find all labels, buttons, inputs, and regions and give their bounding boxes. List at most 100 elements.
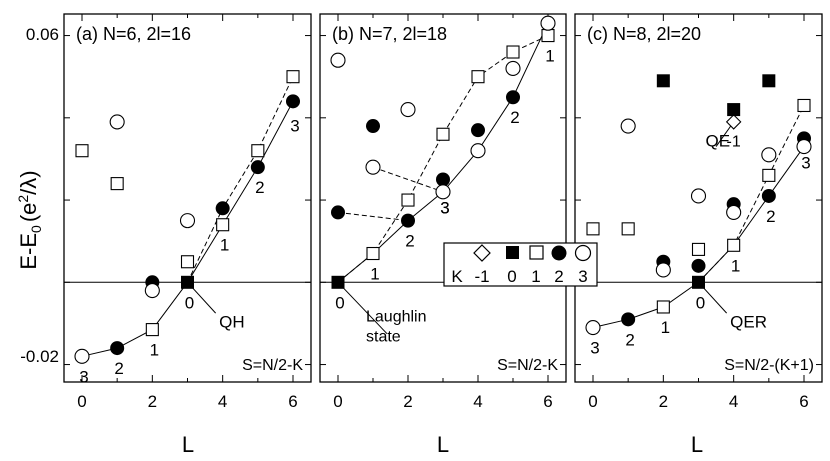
point-filled-circle (401, 213, 415, 228)
curve-label: 3 (801, 153, 810, 172)
point-filled-circle (286, 94, 300, 109)
curve-label: 1 (545, 47, 554, 66)
curve-label: 1 (661, 318, 670, 337)
point-filled-square (727, 103, 741, 117)
point-open-square (727, 238, 741, 252)
panel-c: 0 2 4 6 (c) N=8, 2l=20 S=N/2-(K+1) 3 2 1 0 1 2 3 QER Q… (574, 13, 823, 411)
point-open-square (180, 255, 195, 269)
point-open-circle (330, 52, 346, 68)
legend-prefix: K (451, 267, 463, 286)
point-open-circle (796, 139, 812, 155)
curve-label: 3 (290, 116, 299, 135)
annotation-label: Laughlin (366, 308, 427, 325)
legend-box (443, 242, 598, 287)
point-open-square (436, 127, 450, 141)
annotation-label: QE (706, 132, 731, 151)
solid-line (81, 101, 294, 357)
point-open-circle (144, 282, 160, 299)
x-tick-label: 4 (473, 392, 482, 411)
point-open-square (251, 144, 265, 158)
point-open-circle (540, 15, 556, 31)
point-open-circle (726, 204, 742, 220)
legend-filled-circle-icon (551, 245, 567, 261)
x-tick-label: 4 (729, 392, 738, 411)
point-open-square (75, 144, 89, 158)
curve-label: 1 (150, 341, 159, 360)
legend-label-2: 2 (554, 267, 563, 286)
annotation-label: QH (219, 313, 245, 332)
point-filled-circle (436, 172, 450, 187)
point-open-square (110, 177, 124, 191)
dashed-line (372, 166, 444, 193)
curve-label: 2 (405, 232, 414, 251)
point-open-circle (690, 188, 707, 204)
point-open-circle (505, 60, 521, 77)
point-open-circle (435, 184, 451, 200)
point-open-circle (400, 102, 416, 118)
dashed-line (187, 76, 294, 283)
point-open-diamond (725, 114, 742, 130)
legend-open-square-icon (529, 245, 544, 260)
curve-label: 1 (220, 236, 229, 255)
curve-label: 2 (255, 178, 264, 197)
point-filled-circle (506, 90, 520, 105)
x-tick-label: 2 (659, 392, 668, 411)
point-filled-square (692, 275, 705, 289)
x-axis-label-c: L (691, 432, 703, 457)
legend-label-0: 0 (507, 267, 516, 286)
point-open-circle (620, 118, 636, 134)
y-tick-label-top: 0.06 (26, 25, 59, 44)
point-open-square (401, 193, 415, 207)
legend-open-circle-icon (574, 244, 592, 262)
panel-formula: S=N/2-(K+1) (724, 357, 814, 374)
panel-a: 0 2 4 6 (a) N=6, 2l=16 S=N/2-K 3 2 1 0 1 2 3 QH (63, 13, 312, 411)
point-filled-circle (366, 119, 380, 134)
curve-label: 1 (731, 256, 740, 275)
curve-label: 2 (510, 108, 519, 127)
panel-title: (a) N=6, 2l=16 (76, 24, 191, 44)
y-axis-label-sup: 2 (15, 195, 31, 203)
y-axis-label-main: E-E (16, 233, 41, 270)
curve-label: 3 (79, 367, 88, 386)
point-filled-circle (215, 201, 230, 216)
x-tick-label: 6 (288, 392, 297, 411)
point-filled-circle (331, 205, 345, 220)
curve-label: 3 (440, 199, 449, 218)
legend-filled-square-icon (506, 246, 519, 259)
panel-title: (c) N=8, 2l=20 (587, 24, 701, 44)
legend-label-1: 1 (531, 267, 540, 286)
x-tick-label: 4 (218, 392, 227, 411)
curve-label: 2 (114, 359, 123, 378)
legend-diamond-icon (473, 244, 491, 262)
point-open-square (797, 98, 811, 113)
x-tick-label: 2 (148, 392, 157, 411)
panel-b: 0 2 4 6(b) N=7, 2l=18S=N/2-K0123321Laughlin… (319, 13, 567, 411)
curve-label: 3 (440, 199, 449, 218)
panel-frame (63, 13, 312, 383)
point-filled-circle (621, 312, 636, 327)
annotation-label: -1 (727, 134, 741, 151)
point-open-circle (761, 147, 777, 163)
x-tick-label: 0 (588, 392, 597, 411)
point-filled-circle (110, 341, 125, 356)
point-filled-circle (471, 123, 485, 138)
point-open-square (541, 29, 555, 43)
curve-label: 3 (590, 339, 599, 358)
point-filled-circle (250, 160, 265, 175)
x-axis-label-b: L (437, 432, 449, 457)
point-open-square (286, 70, 300, 84)
panel-title: (b) N=7, 2l=18 (332, 24, 447, 44)
dashed-line (337, 211, 409, 222)
panel-formula: S=N/2-K (242, 357, 303, 374)
point-open-square (586, 222, 600, 236)
point-filled-square (181, 275, 194, 289)
panel-formula: S=N/2-K (497, 357, 558, 374)
x-tick-label: 0 (77, 392, 86, 411)
point-filled-circle (691, 258, 706, 273)
point-open-circle (585, 319, 601, 336)
curve-label: 2 (766, 207, 775, 226)
point-open-circle (655, 262, 671, 278)
point-open-square (762, 168, 776, 182)
point-open-circle (470, 143, 486, 159)
